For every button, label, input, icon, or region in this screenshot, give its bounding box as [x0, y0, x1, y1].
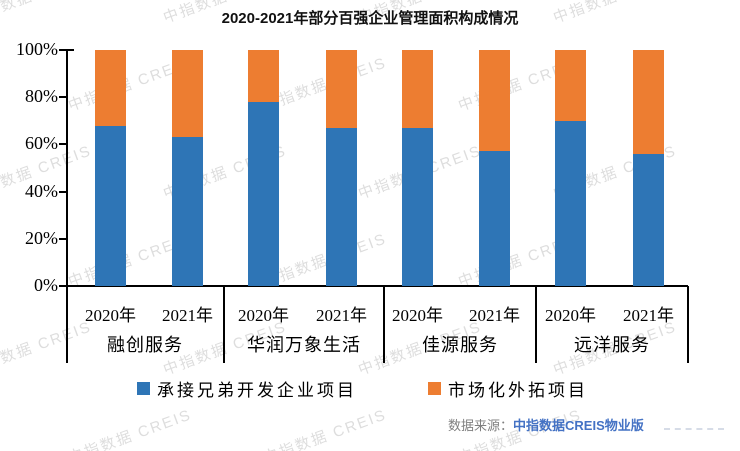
y-axis-tick-label: 100%: [16, 39, 58, 59]
bar-segment-market: [555, 50, 586, 121]
bar-segment-market: [633, 50, 664, 154]
y-axis-tick-icon: [59, 49, 66, 51]
bar-segment-market: [172, 50, 203, 137]
y-axis-line: [66, 49, 68, 363]
y-axis-tick-label: 80%: [25, 86, 58, 107]
x-axis-group-label: 华润万象生活: [247, 335, 361, 355]
legend-swatch-orange-icon: [428, 382, 441, 395]
chart-title: 2020-2021年部分百强企业管理面积构成情况: [221, 10, 519, 27]
data-source-name: 中指数据CREIS物业版: [513, 418, 644, 433]
bar-segment-inherited: [479, 151, 510, 286]
bar-segment-market: [479, 50, 510, 151]
x-axis-year-label: 2021年: [469, 306, 520, 325]
watermark-text: 中指数据 CREIS: [66, 406, 195, 451]
bar-segment-inherited: [633, 154, 664, 286]
y-axis-tick-label: 40%: [25, 180, 58, 201]
x-axis-year-label: 2020年: [238, 306, 289, 325]
y-axis-tick-icon: [59, 143, 66, 146]
y-axis-tick-icon: [59, 190, 66, 193]
data-source: 数据来源：中指数据CREIS物业版: [448, 415, 644, 434]
bar-segment-inherited: [248, 102, 279, 286]
bar-segment-inherited: [555, 121, 586, 286]
legend-item-inherited-projects: 承接兄弟开发企业项目: [137, 376, 357, 401]
category-separator: [223, 286, 225, 363]
faded-dash-marks: [664, 428, 724, 430]
y-axis-tick-label: 60%: [25, 133, 58, 154]
bar-segment-inherited: [95, 126, 126, 286]
category-separator: [687, 286, 689, 363]
category-separator: [383, 286, 385, 363]
x-axis-year-label: 2020年: [392, 306, 443, 325]
watermark-text: 中指数据 CREIS: [261, 406, 390, 451]
bar-segment-market: [95, 50, 126, 126]
watermark-text: 中指数据 CREIS: [261, 230, 390, 291]
y-axis-tick-label: 20%: [25, 227, 58, 248]
x-axis-group-label: 融创服务: [107, 335, 183, 355]
bar-segment-inherited: [402, 128, 433, 286]
bar-segment-market: [326, 50, 357, 128]
y-axis-top-stub: [68, 49, 74, 51]
y-axis-tick-icon: [59, 285, 66, 287]
legend-label: 承接兄弟开发企业项目: [157, 381, 357, 400]
legend: 承接兄弟开发企业项目 市场化外拓项目: [0, 374, 740, 400]
x-axis-line: [66, 285, 688, 287]
y-axis-tick-icon: [59, 96, 66, 99]
data-source-prefix: 数据来源：: [448, 418, 514, 433]
watermark-text: 中指数据 CREIS: [261, 54, 390, 115]
bar-segment-inherited: [172, 137, 203, 286]
bar-segment-market: [248, 50, 279, 102]
x-axis-year-label: 2021年: [623, 306, 674, 325]
x-axis-year-label: 2021年: [162, 306, 213, 325]
category-separator: [535, 286, 537, 363]
x-axis-year-label: 2020年: [85, 306, 136, 325]
bar-segment-market: [402, 50, 433, 128]
x-axis-year-label: 2021年: [316, 306, 367, 325]
legend-swatch-blue-icon: [137, 382, 150, 395]
bar-segment-inherited: [326, 128, 357, 286]
legend-item-market-expansion: 市场化外拓项目: [428, 376, 588, 401]
x-axis-year-label: 2020年: [545, 306, 596, 325]
y-axis-tick-icon: [59, 237, 66, 240]
y-axis-tick-label: 0%: [34, 275, 58, 295]
x-axis-group-label: 远洋服务: [574, 335, 650, 355]
legend-label: 市场化外拓项目: [448, 381, 588, 400]
x-axis-group-label: 佳源服务: [422, 335, 498, 355]
